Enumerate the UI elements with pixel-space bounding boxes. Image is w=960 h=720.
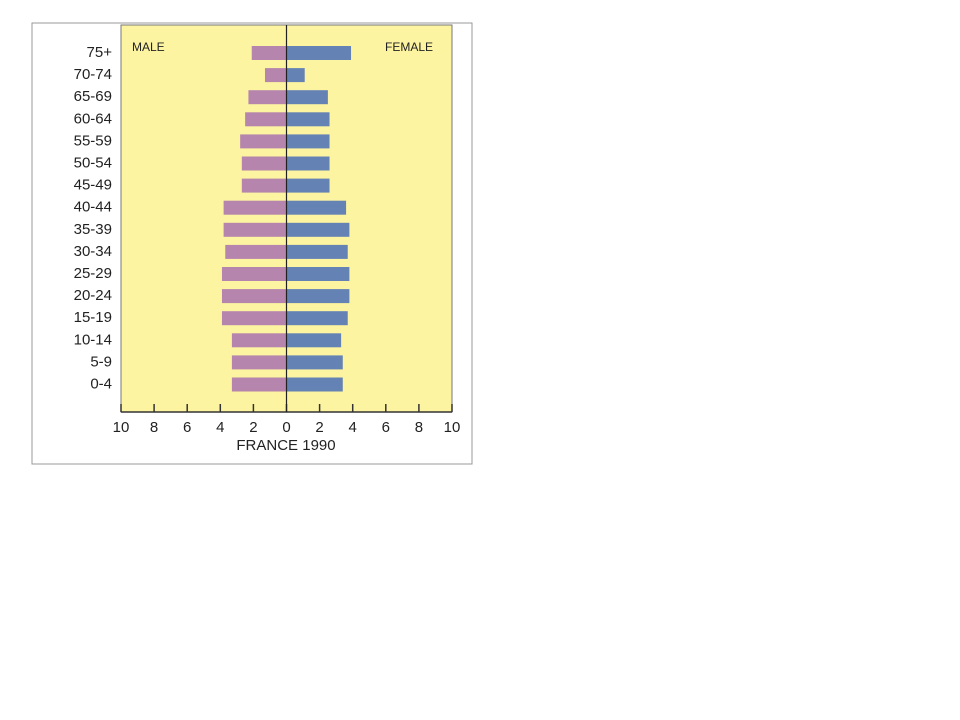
x-tick-label: 4 xyxy=(349,419,357,436)
x-tick-label: 0 xyxy=(282,419,290,436)
bar xyxy=(241,156,287,171)
bar xyxy=(223,222,287,237)
x-tick-label: 2 xyxy=(249,419,257,436)
y-tick-label: 60-64 xyxy=(74,110,112,127)
bar xyxy=(286,289,350,304)
bar xyxy=(286,355,343,370)
bar xyxy=(245,112,287,127)
bar xyxy=(286,68,305,83)
y-tick-label: 30-34 xyxy=(74,243,112,260)
bar xyxy=(221,267,287,281)
bar xyxy=(286,134,330,149)
bar xyxy=(286,90,328,105)
x-tick-label: 2 xyxy=(315,419,323,436)
bar xyxy=(286,200,347,215)
bar xyxy=(231,377,287,392)
y-tick-label: 75+ xyxy=(87,44,113,61)
bar xyxy=(225,244,287,259)
y-tick-label: 25-29 xyxy=(74,265,112,282)
series-label: FEMALE xyxy=(385,40,433,54)
bar xyxy=(240,134,287,149)
x-tick-label: 4 xyxy=(216,419,224,436)
bar xyxy=(231,333,287,348)
y-tick-label: 10-14 xyxy=(74,331,112,348)
y-tick-label: 55-59 xyxy=(74,132,112,149)
bar xyxy=(251,46,287,60)
y-tick-label: 40-44 xyxy=(74,199,112,216)
series-label: MALE xyxy=(132,40,165,54)
bar xyxy=(286,222,350,237)
x-tick-label: 6 xyxy=(183,419,191,436)
bar xyxy=(286,333,342,348)
bar xyxy=(286,178,330,193)
bar xyxy=(286,244,348,259)
y-tick-label: 20-24 xyxy=(74,287,112,304)
x-tick-label: 8 xyxy=(150,419,158,436)
bar xyxy=(223,200,287,215)
y-tick-label: 15-19 xyxy=(74,309,112,326)
y-tick-label: 5-9 xyxy=(90,353,112,370)
y-tick-label: 50-54 xyxy=(74,154,112,171)
y-tick-label: 65-69 xyxy=(74,88,112,105)
bar xyxy=(286,377,343,392)
x-tick-label: 6 xyxy=(382,419,390,436)
y-tick-label: 70-74 xyxy=(74,66,112,83)
bar xyxy=(286,46,352,60)
y-tick-label: 35-39 xyxy=(74,221,112,238)
bar xyxy=(221,311,287,326)
bar xyxy=(248,90,287,105)
x-tick-label: 10 xyxy=(444,419,461,436)
y-tick-label: 0-4 xyxy=(90,375,112,392)
bar xyxy=(286,267,350,281)
x-tick-label: 10 xyxy=(113,419,130,436)
bar xyxy=(286,156,330,171)
chart-title: FRANCE 1990 xyxy=(236,437,335,454)
bar xyxy=(264,68,287,83)
bar xyxy=(231,355,287,370)
bar xyxy=(286,112,330,127)
bar xyxy=(241,178,287,193)
x-tick-label: 8 xyxy=(415,419,423,436)
y-tick-label: 45-49 xyxy=(74,177,112,194)
bar xyxy=(286,311,348,326)
bar xyxy=(221,289,287,304)
